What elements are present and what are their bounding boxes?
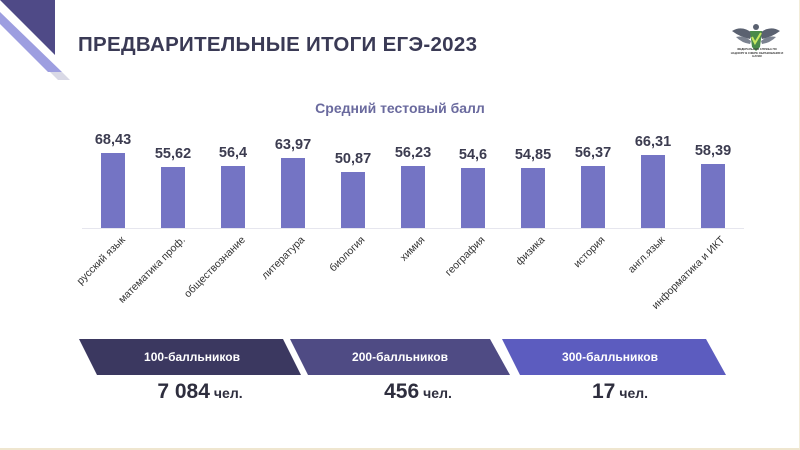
bar bbox=[581, 166, 605, 228]
bar bbox=[221, 166, 245, 228]
x-tick-label: математика проф. bbox=[116, 234, 188, 306]
count-value: 7 084 bbox=[157, 380, 210, 403]
x-tick-label: биология bbox=[327, 234, 368, 275]
bar bbox=[101, 153, 125, 228]
x-tick-label: физика bbox=[513, 234, 548, 268]
x-tick-label: русский язык bbox=[74, 234, 128, 288]
count-value: 17 bbox=[591, 380, 616, 403]
x-tick-label: история bbox=[571, 234, 608, 271]
summary-count-300: 17 чел. bbox=[520, 380, 720, 404]
count-unit: чел. bbox=[423, 385, 452, 401]
bar-value-label: 55,62 bbox=[154, 146, 192, 163]
bar bbox=[641, 155, 665, 228]
count-unit: чел. bbox=[619, 385, 649, 401]
bar-value-label: 68,43 bbox=[94, 132, 132, 149]
x-tick-label: география bbox=[442, 234, 488, 279]
bar bbox=[461, 168, 485, 228]
bar-value-label: 50,87 bbox=[334, 151, 372, 168]
summary-label-200: 200-балльников bbox=[352, 350, 448, 364]
x-axis-line bbox=[82, 228, 744, 229]
rosobrnadzor-eagle-emblem-icon bbox=[732, 24, 780, 51]
count-value: 456 bbox=[384, 380, 420, 403]
bar bbox=[281, 157, 305, 228]
bar-value-label: 58,39 bbox=[694, 143, 732, 160]
bar bbox=[341, 172, 365, 228]
bar-value-label: 63,97 bbox=[274, 136, 312, 153]
summary-label-100: 100-балльников bbox=[144, 350, 240, 364]
x-tick-label: химия bbox=[397, 234, 428, 264]
summary-ribbons bbox=[79, 339, 726, 375]
corner-decoration bbox=[0, 0, 70, 80]
bar bbox=[161, 167, 185, 228]
bar bbox=[521, 167, 545, 228]
summary-label-300: 300-балльников bbox=[562, 350, 658, 364]
page-title: ПРЕДВАРИТЕЛЬНЫЕ ИТОГИ ЕГЭ-2023 bbox=[78, 33, 478, 56]
bar-value-label: 56,4 bbox=[218, 145, 248, 162]
chart-title: Средний тестовый балл bbox=[315, 100, 485, 116]
x-tick-label: англ.язык bbox=[625, 234, 668, 276]
bar-value-label: 54,85 bbox=[514, 146, 552, 163]
bar-value-label: 56,23 bbox=[394, 145, 432, 162]
bar-value-label: 56,37 bbox=[574, 145, 612, 162]
summary-count-100: 7 084 чел. bbox=[100, 380, 300, 404]
bar bbox=[701, 164, 725, 228]
summary-count-200: 456 чел. bbox=[318, 380, 518, 404]
x-tick-label: обществознание bbox=[181, 234, 248, 301]
x-tick-label: литература bbox=[259, 234, 308, 282]
count-unit: чел. bbox=[213, 385, 243, 401]
bar-chart: 68,43 русский язык 55,62 математика проф. 56… bbox=[74, 132, 744, 312]
bar-value-label: 54,6 bbox=[458, 147, 488, 164]
bar bbox=[401, 166, 425, 228]
logo-caption: ФЕДЕРАЛЬНАЯ СЛУЖБА ПО НАДЗОРУ В СФЕРЕ ОБ… bbox=[730, 47, 784, 59]
bar-value-label: 66,31 bbox=[634, 134, 672, 151]
